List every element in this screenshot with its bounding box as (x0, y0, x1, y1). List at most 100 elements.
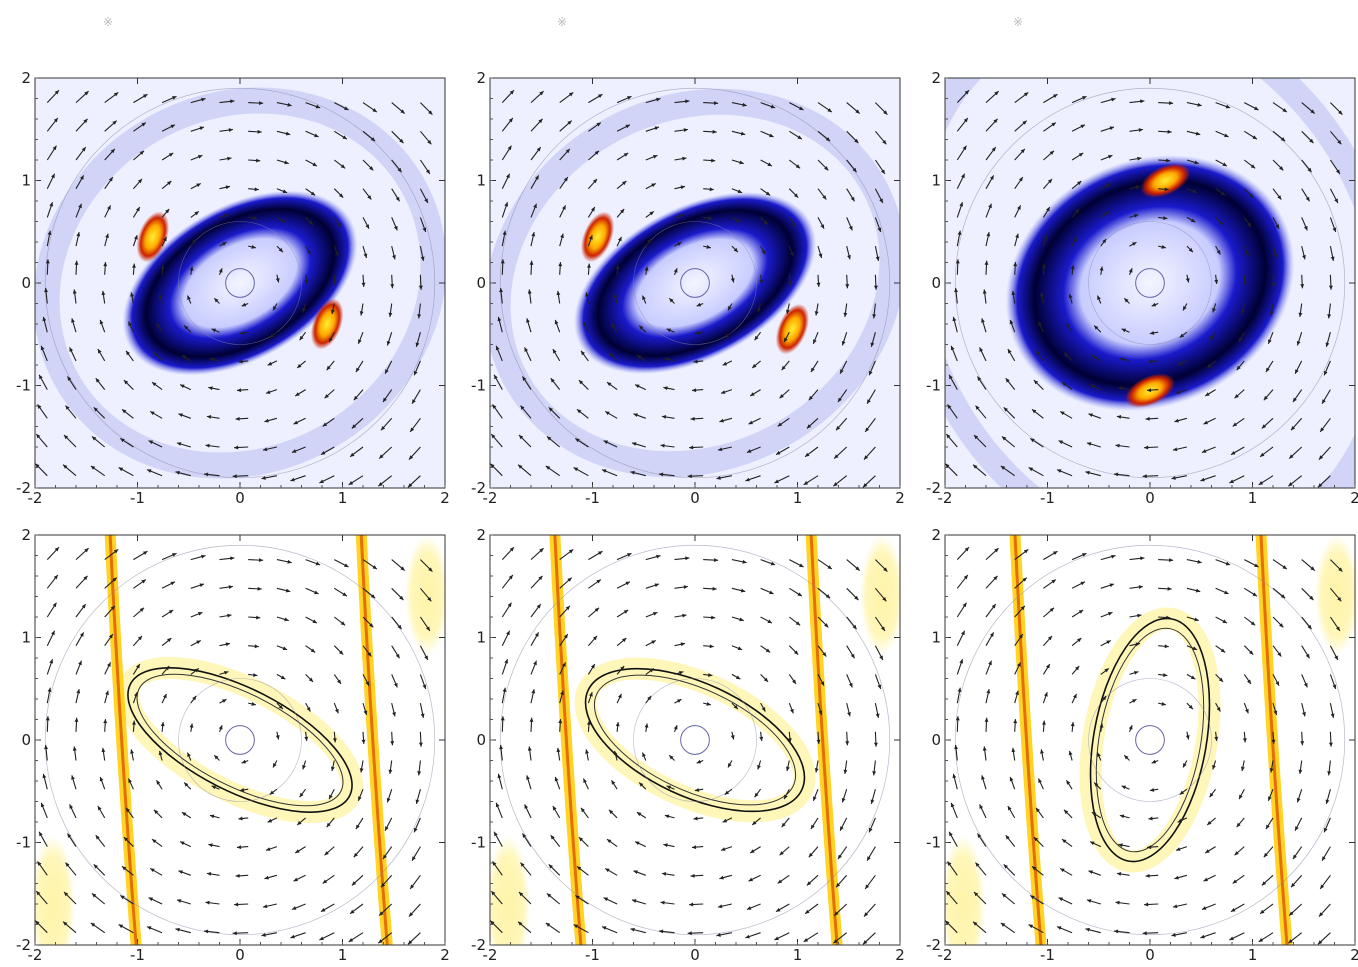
arrow-head (234, 445, 239, 450)
arrow-head (790, 251, 794, 257)
arrow-head (1247, 679, 1251, 684)
arrow-head (143, 94, 148, 99)
arrow-head (622, 181, 627, 186)
arrow-head (1001, 436, 1007, 441)
arrow-head (1234, 394, 1239, 399)
arrow-head (36, 891, 41, 896)
arrow-head (769, 133, 774, 138)
arrow-head (1261, 424, 1267, 429)
arrow-head (290, 934, 295, 939)
arrow-head (335, 708, 339, 714)
arrow-head (1201, 449, 1207, 453)
arrow-head (989, 632, 994, 637)
arrow-head (945, 920, 950, 925)
arrow-head (322, 879, 328, 884)
arrow-head (1047, 178, 1053, 184)
arrow-head (378, 939, 383, 944)
arrow-head (583, 321, 587, 326)
arrow-head (1218, 220, 1224, 225)
arrow-head (197, 612, 203, 616)
arrow-head (959, 659, 964, 664)
arrow-head (385, 826, 389, 831)
arrow-head (1102, 695, 1107, 701)
arrow-head (397, 167, 402, 173)
arrow-head (1022, 577, 1027, 582)
arrow-head (822, 652, 827, 657)
arrow-head (1072, 236, 1077, 242)
arrow-head (412, 856, 416, 861)
arrow-head (1328, 285, 1333, 290)
arrow-head (863, 455, 869, 460)
arrow-head (344, 106, 349, 111)
arrow-head (134, 692, 138, 697)
arrow-head (1124, 755, 1129, 760)
arrow-head (524, 804, 529, 809)
ellipse-group (116, 656, 364, 824)
arrow-head (752, 363, 757, 368)
arrow-head (1142, 931, 1147, 936)
arrow-head (1273, 253, 1278, 258)
arrow-head (40, 345, 45, 351)
arrow-head (1247, 222, 1251, 227)
arrow-head (295, 849, 300, 853)
arrow-head (1307, 624, 1312, 630)
density-ring (573, 192, 817, 374)
arrow-head (957, 687, 962, 693)
arrow-head (1318, 912, 1324, 917)
arrow-head (820, 224, 825, 229)
arrow-head (314, 133, 319, 138)
arrow-head (499, 744, 504, 750)
arrow-head (1254, 563, 1259, 568)
arrow-head (522, 376, 527, 381)
arrow-head (546, 893, 552, 898)
arrow-head (1207, 363, 1212, 368)
arrow-head (716, 932, 721, 937)
arrow-head (165, 665, 170, 671)
arrow-head (1303, 682, 1308, 688)
arrow-head (192, 238, 197, 244)
arrow-head (1250, 164, 1256, 169)
arrow-head (979, 804, 984, 809)
arrow-head (407, 483, 413, 488)
arrow-head (765, 648, 771, 653)
y-tick-label: -1 (926, 834, 941, 852)
arrow-head (506, 173, 510, 179)
arrow-head (494, 374, 498, 380)
arrow-head (719, 875, 724, 880)
arrow-head (381, 425, 386, 431)
panel-r2-c3: -2-2 -1 -1 0 0 1 1 2 2 (926, 526, 1358, 964)
arrow-head (633, 413, 638, 418)
arrow-head (1146, 388, 1152, 393)
arrow-head (1194, 160, 1199, 165)
arrow-head (981, 318, 985, 323)
arrow-head (708, 673, 713, 677)
x-tick-label: -1 (130, 489, 145, 507)
arrow-head (295, 392, 300, 396)
arrow-head (779, 394, 784, 399)
arrow-head (1317, 483, 1323, 488)
arrow-head (507, 145, 512, 151)
arrow-head (590, 207, 595, 212)
arrow-head (613, 750, 618, 756)
arrow-head (382, 397, 387, 403)
arrow-head (1303, 225, 1308, 231)
arrow-head (1075, 208, 1080, 214)
arrow-head (767, 162, 772, 167)
arrow-head (167, 181, 172, 186)
density-ring-body (1005, 155, 1295, 411)
arrow-head (302, 764, 306, 770)
arrow-head (746, 449, 752, 453)
x-tick-label: 2 (1350, 946, 1358, 964)
arrow-head (160, 722, 165, 727)
y-tick-label: 2 (476, 69, 486, 87)
arrow-head (625, 581, 630, 586)
arrow-head (367, 652, 372, 657)
arrow-head (975, 405, 980, 410)
arrow-head (818, 253, 823, 258)
arrow-head (1179, 790, 1185, 795)
arrow-head (1295, 826, 1299, 831)
arrow-head (187, 752, 191, 758)
arrow-head (392, 712, 396, 717)
arrow-head (63, 434, 69, 440)
arrow-head (78, 203, 82, 209)
